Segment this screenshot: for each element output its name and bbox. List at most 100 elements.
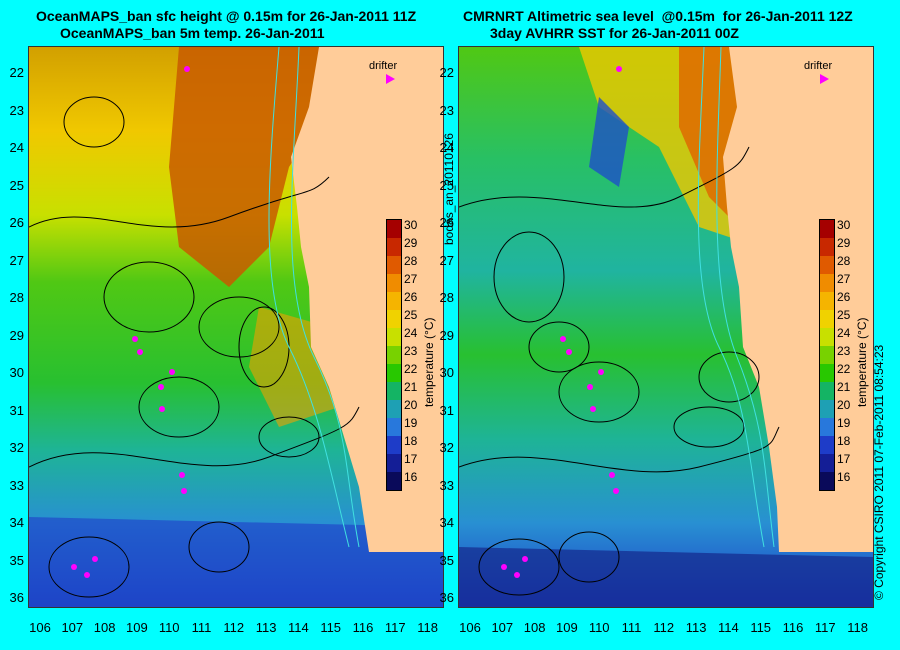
latitude-label: 32 [9,440,24,455]
colorbar-segment [820,256,834,274]
colorbar-tick: 19 [837,416,851,430]
colorbar-segment [820,364,834,382]
longitude-label: 117 [814,620,836,635]
latitude-label: 22 [439,65,454,80]
colorbar-tick: 28 [837,254,851,268]
colorbar-tick: 25 [837,308,851,322]
drifter-legend-label: drifter [804,60,833,72]
colorbar-tick: 16 [837,470,851,484]
colorbar-segment [820,436,834,454]
latitude-label: 27 [439,252,454,268]
latitude-label: 36 [439,590,454,605]
ssh-contour [63,96,125,148]
colorbar-segment [820,346,834,364]
ssh-contour [29,406,360,468]
warm-water-patch [169,47,329,287]
drifter-legend-arrow [386,74,395,84]
cold-water-patch [459,547,873,607]
latitude-label: 30 [439,365,454,380]
drifter-legend-arrow [820,74,829,84]
colorbar-segment [820,382,834,400]
coastline-land [723,47,873,552]
drifter-point [598,369,604,375]
drifter-point [137,349,143,355]
ssh-contour [103,261,195,333]
drifter-point [179,472,185,478]
colorbar-tick: 27 [404,272,418,286]
colorbar-segment [820,292,834,310]
longitude-label: 114 [288,620,309,635]
colorbar-tick: 22 [837,362,851,376]
colorbar-tick: 19 [404,416,418,430]
drifter-point [132,336,138,342]
colorbar-segment [387,364,401,382]
colorbar-segment [820,238,834,256]
left-map-panel[interactable]: drifter temperature (°C) 30 29 28 27 26 25 24 2… [28,46,444,608]
longitude-label: 114 [718,620,739,635]
latitude-label: 35 [439,552,454,568]
longitude-label: 117 [384,620,406,635]
drifter-point [613,488,619,494]
isobath [716,47,775,548]
colorbar-segment [387,454,401,472]
colorbar-segment [387,382,401,400]
colorbar-segment [387,346,401,364]
colorbar-segment [387,418,401,436]
longitude-label: 118 [847,620,868,635]
left-map-svg [29,47,443,607]
colorbar-tick: 23 [404,344,418,358]
colorbar-tick: 25 [404,308,418,322]
coastline-land [291,47,443,552]
longitude-label: 115 [750,620,772,635]
longitude-label: 116 [782,620,804,635]
latitude-label: 34 [439,515,454,530]
colorbar-segment [820,418,834,436]
latitude-label: 35 [9,552,24,568]
drifter-legend-label: drifter [369,60,398,72]
latitude-label: 32 [439,440,454,455]
colorbar-tick: 29 [837,236,851,250]
drifter-point [566,349,572,355]
right-title-line1: CMRNRT Altimetric sea level @0.15m for 2… [463,8,853,24]
drifter-point [181,488,187,494]
cold-water-patch [29,517,443,607]
cloud-gap-patch [589,97,629,187]
right-map-svg [459,47,873,607]
drifter-point [501,564,507,570]
latitude-label: 33 [9,477,24,493]
colorbar-left [386,219,402,491]
latitude-label: 26 [9,215,24,230]
colorbar-segment [820,220,834,238]
longitude-label: 113 [255,620,277,635]
latitude-label: 31 [9,402,24,418]
colorbar-tick: 16 [404,470,418,484]
latitude-label: 33 [439,477,454,493]
longitude-label: 106 [29,620,51,635]
drifter-point [92,556,98,562]
latitude-label: 28 [439,290,454,305]
latitude-label: 25 [439,177,454,193]
colorbar-tick: 18 [404,434,418,448]
longitude-label: 107 [61,620,84,635]
drifter-point [158,384,164,390]
right-map-panel[interactable]: drifter temperature (°C) 30 29 28 27 26 25 24 2… [458,46,874,608]
isobath [291,47,360,548]
ssh-contour [29,176,330,228]
isobath [268,47,350,548]
longitude-label: 106 [459,620,481,635]
colorbar-tick: 21 [404,380,418,394]
colorbar-tick: 20 [404,398,418,412]
latitude-label: 23 [9,102,24,118]
colorbar-segment [820,310,834,328]
ssh-contour [48,536,130,598]
colorbar-tick: 26 [404,290,418,304]
colorbar-segment [387,328,401,346]
colorbar-segment [387,238,401,256]
colorbar-tick: 21 [837,380,851,394]
ssh-contour [528,321,590,373]
latitude-label: 23 [439,102,454,118]
drifter-point [184,66,190,72]
longitude-label: 107 [491,620,514,635]
isobath [697,47,765,548]
latitude-label: 30 [9,365,24,380]
